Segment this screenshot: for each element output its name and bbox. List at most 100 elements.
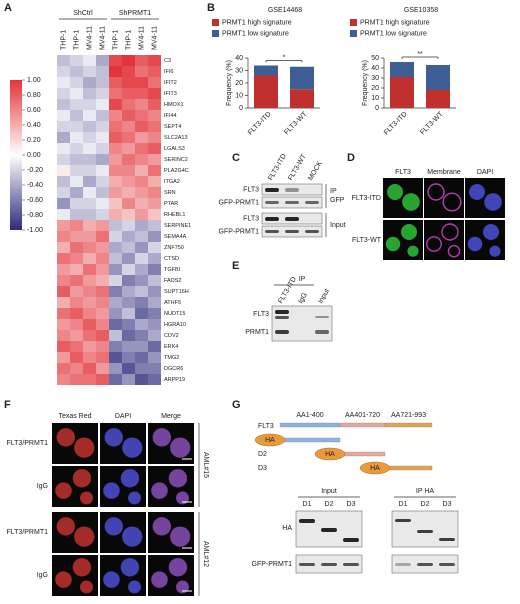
heatmap-cell [83,77,96,88]
heatmap-cell [83,110,96,121]
heatmap-cell [57,220,70,231]
heatmap-cell [135,176,148,187]
row-label: GFP-PRMT1 [219,228,260,235]
cell [387,184,403,200]
legend-swatch [212,19,219,26]
lane-label: IgG [297,292,309,305]
heatmap-cell [96,242,109,253]
heatmap-cell [135,99,148,110]
heatmap-cell [83,209,96,220]
row-label: HA [282,525,292,532]
heatmap-cell [122,66,135,77]
heatmap-cell [57,110,70,121]
heatmap-cell [109,154,122,165]
lane-label: FLT3-WT [287,153,308,182]
legend-swatch [350,30,357,37]
heatmap-cell [109,220,122,231]
heatmap-cell [57,308,70,319]
cell [441,223,459,241]
blot [261,183,323,196]
cell [151,482,168,499]
heatmap-cell [96,297,109,308]
heatmap-cell [135,330,148,341]
domain-label: AA401-720 [345,412,380,419]
blot-band [285,201,299,204]
scale-label: -1.00 [27,227,43,234]
heatmap-cell [70,352,83,363]
y-tick-label: 20 [235,80,243,87]
heatmap-cell [96,330,109,341]
legend-label: PRMT1 low signature [222,30,289,37]
cell [74,526,95,547]
blot-band [321,528,337,532]
heatmap-cell [109,341,122,352]
y-tick-label: 30 [371,75,379,82]
heatmap-cell [148,198,161,209]
row-label: GFP-PRMT1 [219,199,260,206]
heatmap-cell [83,121,96,132]
x-tick-label: FLT3-WT [283,110,309,136]
heatmap-cell [148,297,161,308]
heatmap-cell [57,88,70,99]
protein-label: FLT3 [258,423,274,430]
legend-swatch [350,19,357,26]
heatmap-cell [70,319,83,330]
heatmap-cell [96,132,109,143]
heatmap-cell [109,363,122,374]
cell [176,580,189,594]
heatmap-cell [70,374,83,385]
heatmap-cell [96,253,109,264]
heatmap-cell [70,154,83,165]
heatmap-cell [96,187,109,198]
gene-label: TGFBI [164,267,181,273]
heatmap-cell [57,198,70,209]
significance: ** [417,51,423,58]
heatmap-cell [83,55,96,66]
heatmap-cell [109,77,122,88]
cell [442,192,462,212]
gene-label: IFI44 [164,113,177,119]
y-tick-label: 40 [371,65,379,72]
blot-band [305,230,319,233]
heatmap-cell [109,143,122,154]
heatmap-cell [57,66,70,77]
bar-segment [254,75,278,108]
heatmap-cell [96,88,109,99]
heatmap-cell [148,209,161,220]
gene-label: NUDT15 [164,311,185,317]
column-label: MV4-11 [99,26,106,50]
heatmap-cell [148,341,161,352]
column-label: MV4-11 [86,26,93,50]
heatmap-cell [122,286,135,297]
domain [339,422,386,428]
cell [170,437,191,458]
gene-label: SLC2A13 [164,135,188,141]
construct [339,451,386,457]
gene-label: ARPP19 [164,377,185,383]
heatmap-cell [96,198,109,209]
heatmap-cell [122,341,135,352]
heatmap-cell [122,187,135,198]
lane-label: FLT3-ITD [267,153,288,182]
gene-label: SERINC2 [164,157,188,163]
heatmap-cell [135,363,148,374]
heatmap-cell [148,374,161,385]
heatmap-cell [148,319,161,330]
cell [176,491,189,505]
blot-group: Input [321,488,337,495]
domain-label: AA1-400 [296,412,323,419]
heatmap-cell [148,176,161,187]
cell [483,224,499,240]
heatmap-cell [122,297,135,308]
heatmap-cell [135,187,148,198]
heatmap-cell [135,66,148,77]
heatmap-cell [70,77,83,88]
construct [384,465,433,471]
heatmap-cell [109,121,122,132]
heatmap-cell [135,77,148,88]
heatmap-cell [148,143,161,154]
heatmap-cell [70,275,83,286]
heatmap-cell [70,55,83,66]
case-label: AML#15 [202,452,209,478]
heatmap-cell [96,55,109,66]
